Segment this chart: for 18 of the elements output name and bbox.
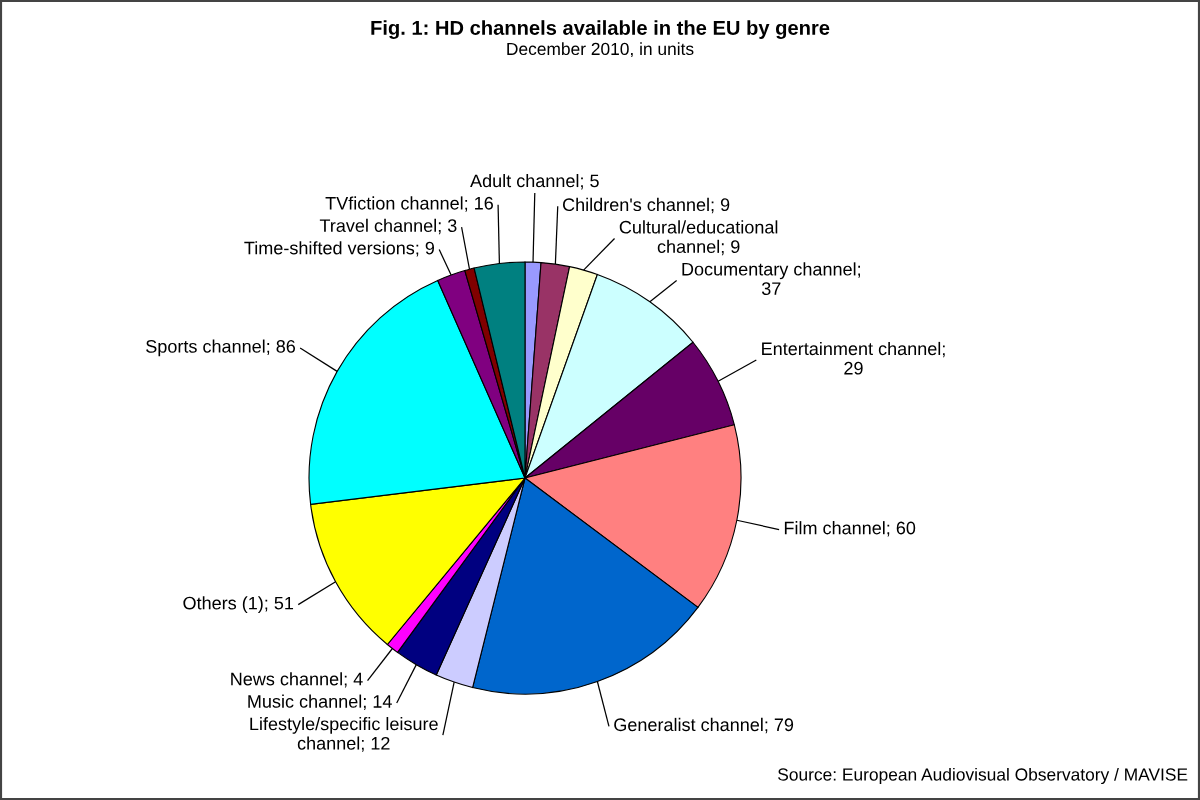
slice-label: TVfiction channel; 16 (325, 196, 493, 212)
slice-label: Sports channel; 86 (146, 339, 296, 357)
slice-label: Travel channel; 3 (319, 218, 457, 235)
slice-label: Entertainment channel; 29 (762, 341, 945, 375)
slice-label: Generalist channel; 79 (614, 717, 794, 734)
slice-label: Others (1); 51 (183, 596, 294, 614)
slice-label: Adult channel; 5 (470, 173, 599, 190)
chart-title: Fig. 1: HD channels available in the EU by genre (371, 20, 830, 40)
slice-label: Lifestyle/specific leisure channel; 12 (250, 717, 438, 752)
source-note: Source: European Audiovisual Observatory / MAVISE (778, 767, 1188, 785)
slice-label: Music channel; 14 (248, 694, 392, 710)
slice-label: Film channel; 60 (784, 521, 916, 537)
slice-label: News channel; 4 (231, 672, 363, 688)
chart-subtitle: December 2010, in units (507, 42, 694, 58)
slice-label: Time-shifted versions; 9 (244, 241, 435, 257)
slice-label: Cultural/educational channel; 9 (619, 220, 778, 256)
slice-label: Children's channel; 9 (562, 197, 730, 214)
slice-label: Documentary channel; 37 (682, 262, 860, 296)
